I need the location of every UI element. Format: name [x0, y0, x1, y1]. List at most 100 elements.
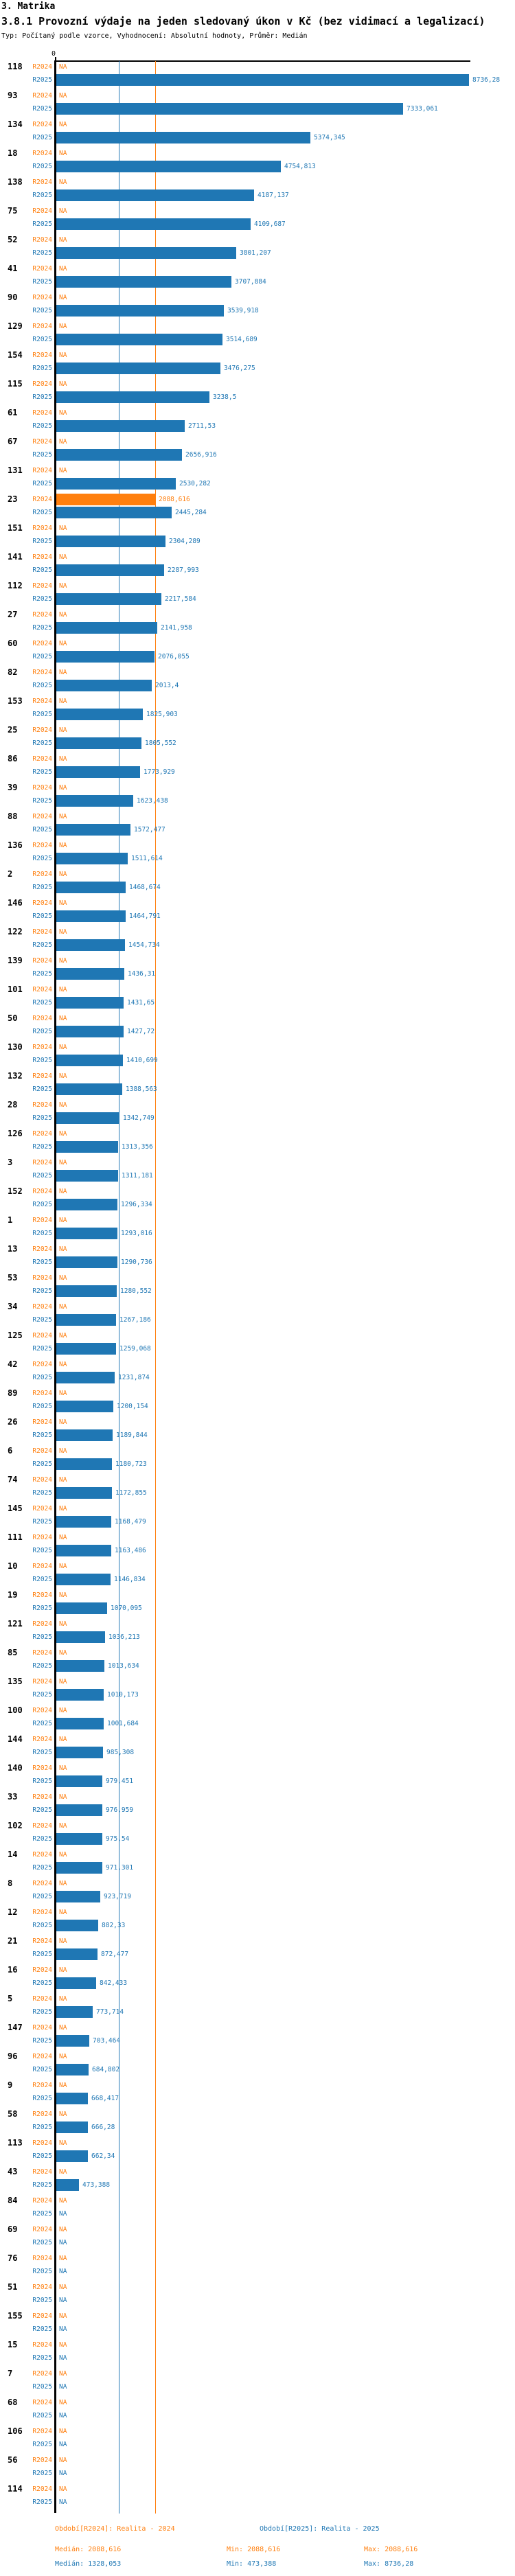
bar-value-label-r2025: 2217,584: [165, 595, 196, 603]
chart-row-group: 90 R2024 NA R2025 3539,918: [0, 292, 515, 321]
bar-value-label-r2025: 872,477: [101, 1951, 129, 1958]
chart-row-group: 145 R2024 NA R2025 1168,479: [0, 1503, 515, 1532]
series-label-r2024: R2024: [32, 1101, 52, 1109]
series-label-r2024: R2024: [32, 2284, 52, 2291]
bar-value-label-r2025: 3801,207: [240, 249, 271, 257]
series-label-r2024: R2024: [32, 698, 52, 705]
series-label-r2025: R2025: [32, 2095, 52, 2102]
na-label-r2024: NA: [59, 1072, 67, 1080]
na-label-r2024: NA: [59, 1447, 67, 1455]
row-id-label: 86: [8, 754, 18, 763]
na-label-r2024: NA: [59, 1361, 67, 1368]
series-label-r2024: R2024: [32, 2111, 52, 2118]
na-label-r2024: NA: [59, 92, 67, 100]
series-label-r2025: R2025: [32, 1028, 52, 1035]
bar-value-label-r2025: 1311,181: [122, 1172, 153, 1180]
bar-value-label-r2025: 1805,552: [145, 739, 176, 747]
chart-row-group: 5 R2024 NA R2025 773,714: [0, 1993, 515, 2022]
chart-row-group: 155 R2024 NA R2025 NA: [0, 2310, 515, 2339]
chart-row-group: 102 R2024 NA R2025 975,54: [0, 1820, 515, 1849]
bar-value-label-r2025: 1267,186: [119, 1316, 151, 1324]
chart-row-group: 41 R2024 NA R2025 3707,884: [0, 263, 515, 292]
bar-value-label-r2025: 1293,016: [121, 1230, 152, 1237]
series-label-r2025: R2025: [32, 624, 52, 632]
row-id-label: 112: [8, 581, 23, 590]
bar-r2025: [56, 997, 124, 1009]
series-label-r2025: R2025: [32, 336, 52, 343]
na-label-r2024: NA: [59, 842, 67, 849]
row-id-label: 26: [8, 1417, 18, 1427]
series-label-r2025: R2025: [32, 509, 52, 516]
series-label-r2025: R2025: [32, 970, 52, 978]
chart-row-group: 26 R2024 NA R2025 1189,844: [0, 1416, 515, 1445]
series-label-r2025: R2025: [32, 1778, 52, 1785]
row-id-label: 19: [8, 1590, 18, 1600]
row-id-label: 139: [8, 956, 23, 965]
bar-r2025: [56, 910, 126, 922]
bar-r2025: [56, 1977, 96, 1989]
row-id-label: 125: [8, 1331, 23, 1340]
series-label-r2024: R2024: [32, 352, 52, 359]
na-label-r2024: NA: [59, 698, 67, 705]
row-id-label: 34: [8, 1302, 18, 1311]
na-label-r2024: NA: [59, 871, 67, 878]
na-label-r2024: NA: [59, 986, 67, 993]
row-id-label: 145: [8, 1504, 23, 1513]
row-id-label: 69: [8, 2224, 18, 2234]
row-id-label: 41: [8, 264, 18, 273]
row-id-label: 89: [8, 1388, 18, 1398]
bar-r2025: [56, 564, 164, 576]
legend-min-r2024: Min: 2088,616: [227, 2546, 281, 2553]
bar-value-label-r2025: 1280,552: [120, 1287, 152, 1295]
chart-row-group: 135 R2024 NA R2025 1010,173: [0, 1676, 515, 1705]
row-id-label: 96: [8, 2051, 18, 2061]
bar-value-label-r2025: 2445,284: [175, 509, 207, 516]
series-label-r2025: R2025: [32, 1489, 52, 1497]
chart-row-group: 153 R2024 NA R2025 1825,903: [0, 695, 515, 724]
bar-r2025: [56, 2179, 79, 2191]
series-label-r2024: R2024: [32, 1880, 52, 1887]
row-id-label: 13: [8, 1244, 18, 1254]
series-label-r2024: R2024: [32, 842, 52, 849]
row-id-label: 75: [8, 206, 18, 216]
series-label-r2025: R2025: [32, 249, 52, 257]
na-label-r2024: NA: [59, 1015, 67, 1022]
series-label-r2024: R2024: [32, 784, 52, 792]
bar-r2025: [56, 74, 469, 86]
row-id-label: 23: [8, 494, 18, 504]
bar-value-label-r2025: 882,33: [102, 1922, 126, 1929]
bar-value-label-r2025: 2287,993: [168, 566, 199, 574]
na-label-r2024: NA: [59, 438, 67, 446]
chart-row-group: 144 R2024 NA R2025 985,308: [0, 1734, 515, 1762]
series-label-r2024: R2024: [32, 986, 52, 993]
series-label-r2025: R2025: [32, 307, 52, 314]
chart-row-group: 154 R2024 NA R2025 3476,275: [0, 349, 515, 378]
series-label-r2025: R2025: [32, 2412, 52, 2419]
na-label-r2024: NA: [59, 409, 67, 417]
row-id-label: 5: [8, 1994, 13, 2003]
bar-value-label-r2025: 7333,061: [407, 105, 438, 113]
na-label-r2024: NA: [59, 1274, 67, 1282]
bar-value-label-r2025: 1180,723: [115, 1460, 147, 1468]
chart-row-group: 13 R2024 NA R2025 1290,736: [0, 1243, 515, 1272]
chart-row-group: 34 R2024 NA R2025 1267,186: [0, 1301, 515, 1330]
bar-value-label-r2025: 1572,477: [134, 826, 165, 833]
series-label-r2025: R2025: [32, 1345, 52, 1353]
row-id-label: 113: [8, 2138, 23, 2148]
series-label-r2025: R2025: [32, 1749, 52, 1756]
series-label-r2024: R2024: [32, 2485, 52, 2493]
bar-r2025: [56, 737, 141, 749]
row-id-label: 84: [8, 2196, 18, 2205]
na-label-r2024: NA: [59, 2284, 67, 2291]
na-label-r2024: NA: [59, 1880, 67, 1887]
chart-row-group: 140 R2024 NA R2025 979,451: [0, 1762, 515, 1791]
bar-value-label-r2025: 703,464: [93, 2037, 121, 2045]
na-label-r2024: NA: [59, 2111, 67, 2118]
chart-row-group: 115 R2024 NA R2025 3238,5: [0, 378, 515, 407]
bar-value-label-r2025: 2304,289: [169, 538, 201, 545]
na-label-r2024: NA: [59, 1995, 67, 2003]
series-label-r2025: R2025: [32, 1230, 52, 1237]
legend-median-r2025: Medián: 1328,053: [55, 2560, 122, 2568]
series-label-r2024: R2024: [32, 1390, 52, 1397]
bar-r2024: [56, 494, 155, 505]
